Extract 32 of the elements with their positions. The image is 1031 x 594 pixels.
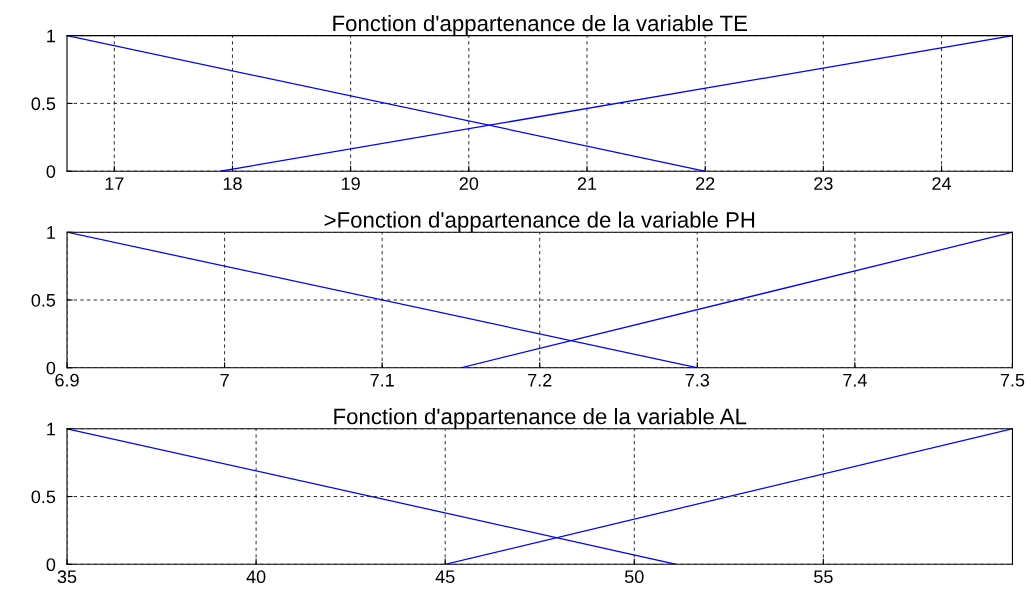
- x-tick-label: 35: [57, 570, 77, 584]
- x-tick-label: 7.4: [843, 373, 867, 387]
- y-tick-label: 0: [46, 165, 56, 178]
- x-tick-label: 7.1: [370, 373, 394, 387]
- x-tick-label: 19: [341, 177, 360, 191]
- x-tick-label: 7: [220, 373, 229, 387]
- x-tick-label: 55: [814, 570, 833, 584]
- y-tick-label: 0: [46, 558, 56, 572]
- y-tick-label: 1: [47, 226, 56, 239]
- x-tick-label: 17: [105, 177, 124, 190]
- x-tick-label: 7.5: [1000, 373, 1025, 387]
- x-tick-label: 45: [435, 570, 455, 584]
- chart-title: >Fonction d'appartenance de la variable PH: [324, 211, 755, 233]
- y-tick-label: 0.5: [31, 490, 56, 504]
- x-tick-label: 21: [577, 177, 597, 190]
- x-tick-label: 18: [223, 177, 242, 191]
- y-tick-label: 0.5: [31, 97, 56, 111]
- x-tick-label: 40: [246, 570, 266, 584]
- x-tick-label: 23: [814, 177, 833, 191]
- x-tick-label: 20: [459, 177, 479, 191]
- x-tick-label: 22: [696, 177, 715, 190]
- x-tick-label: 7.3: [685, 373, 710, 387]
- y-tick-label: 0: [46, 361, 56, 375]
- y-tick-label: 1: [47, 29, 56, 43]
- x-tick-label: 7.2: [528, 373, 552, 387]
- x-tick-label: 24: [932, 177, 952, 190]
- x-tick-label: 50: [624, 570, 644, 584]
- chart-title: Fonction d'appartenance de la variable TE: [333, 14, 748, 36]
- chart-title: Fonction d'appartenance de la variable AL: [334, 408, 747, 429]
- y-tick-label: 0.5: [31, 293, 56, 307]
- x-tick-label: 6.9: [55, 373, 79, 387]
- y-tick-label: 1: [47, 422, 56, 436]
